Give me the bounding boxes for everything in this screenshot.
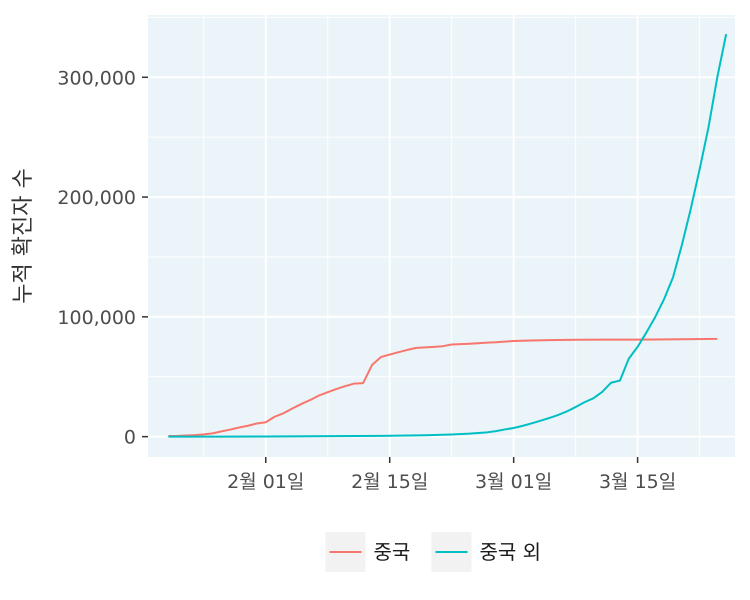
y-tick-label: 300,000 bbox=[57, 67, 136, 89]
x-tick-label: 2월 15일 bbox=[351, 471, 428, 493]
y-axis: 0 100,000 200,000 300,000 bbox=[57, 67, 148, 449]
series-line-1 bbox=[168, 337, 718, 437]
x-tick-label: 3월 01일 bbox=[475, 471, 552, 493]
legend-item-2: 중국 외 bbox=[431, 532, 542, 572]
y-tick-label: 200,000 bbox=[57, 187, 136, 209]
x-axis: 2월 01일 2월 15일 3월 01일 3월 15일 bbox=[227, 457, 676, 493]
y-tick-label: 0 bbox=[124, 427, 136, 449]
legend-label: 중국 외 bbox=[480, 540, 542, 564]
major-gridlines bbox=[148, 15, 735, 457]
legend-label: 중국 bbox=[374, 540, 411, 564]
y-axis-title: 누적 확진자 수 bbox=[11, 168, 36, 303]
legend: 중국 중국 외 bbox=[325, 532, 542, 572]
x-tick-label: 2월 01일 bbox=[227, 471, 304, 493]
legend-item-1: 중국 bbox=[325, 532, 411, 572]
x-tick-label: 3월 15일 bbox=[599, 471, 676, 493]
plot-panel bbox=[148, 15, 735, 457]
series-line-2 bbox=[168, 33, 728, 438]
y-tick-label: 100,000 bbox=[57, 307, 136, 329]
series-layer bbox=[168, 33, 728, 438]
